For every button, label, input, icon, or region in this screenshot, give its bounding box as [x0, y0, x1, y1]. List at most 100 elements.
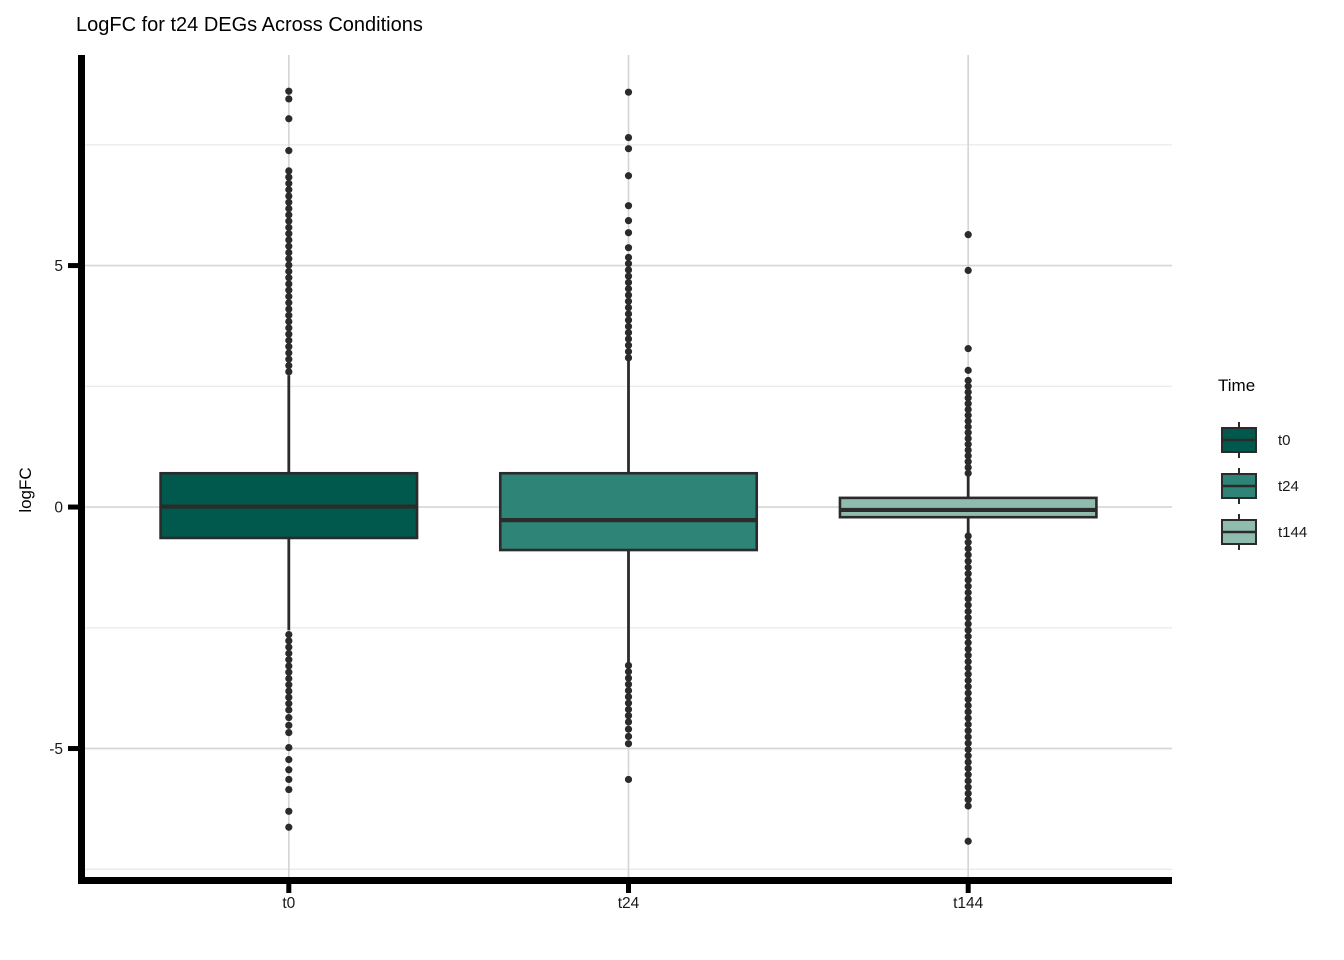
outlier-point [624, 145, 633, 153]
outlier-point [964, 429, 972, 437]
outlier-point [964, 405, 972, 414]
outlier-point [624, 266, 633, 274]
outlier-point [964, 752, 972, 760]
outlier-point [964, 676, 972, 685]
outlier-point [285, 217, 293, 225]
outlier-point [624, 278, 633, 287]
outlier-point [624, 285, 633, 293]
outlier-point [624, 329, 633, 337]
boxplot-key-icon [1221, 514, 1257, 550]
outlier-point [285, 361, 293, 370]
outlier-point [285, 179, 293, 188]
outlier-point [285, 721, 293, 729]
outlier-point [964, 626, 972, 634]
outlier-point [624, 88, 633, 96]
outlier-point [624, 732, 633, 741]
outlier-point [624, 202, 633, 210]
outlier-point [285, 324, 293, 332]
outlier-point [964, 423, 972, 431]
legend-title: Time [1218, 376, 1256, 395]
outlier-point [624, 272, 633, 280]
outlier-point [964, 708, 972, 716]
outlier-point [964, 601, 972, 609]
outlier-point [964, 701, 972, 710]
outlier-point [964, 345, 972, 353]
outlier-point [964, 714, 972, 722]
outlier-point [964, 720, 972, 728]
outlier-point [285, 637, 293, 645]
outlier-point [964, 588, 972, 597]
outlier-point [964, 695, 972, 703]
outlier-point [964, 469, 972, 477]
outlier-point [285, 236, 293, 244]
outlier-point [285, 743, 293, 752]
outlier-point [964, 796, 972, 804]
outlier-point [285, 706, 293, 714]
outlier-point [624, 335, 633, 343]
outlier-point [624, 316, 633, 324]
box-t24 [498, 471, 759, 552]
outlier-point [964, 434, 972, 443]
outlier-point [964, 764, 972, 772]
outlier-point [285, 766, 293, 774]
outlier-point [964, 557, 972, 565]
outlier-point [624, 341, 633, 349]
outlier-point [624, 172, 633, 180]
outlier-point [964, 758, 972, 766]
outlier-point [285, 186, 293, 194]
outlier-point [285, 242, 293, 250]
outlier-point [964, 639, 972, 647]
x-tick-label: t144 [953, 895, 984, 912]
legend-label: t144 [1278, 523, 1308, 541]
outlier-point [285, 687, 293, 695]
outlier-point [964, 670, 972, 678]
outlier-point [285, 662, 293, 670]
x-tick-mark [965, 884, 971, 893]
outlier-point [285, 280, 293, 288]
outlier-point [285, 115, 293, 123]
legend-entry-t24: t24 [1218, 463, 1307, 509]
legend-entries: t0 t24 t144 [1218, 417, 1307, 555]
outlier-point [285, 728, 293, 737]
outlier-point [964, 576, 972, 584]
outlier-point [285, 649, 293, 657]
outlier-point [624, 725, 633, 733]
outlier-point [285, 775, 293, 784]
x-tick-label: t24 [618, 895, 640, 912]
outlier-point [964, 664, 972, 672]
legend-label: t24 [1278, 477, 1299, 495]
outlier-point [285, 198, 293, 206]
outlier-point [964, 388, 972, 396]
outlier-point [285, 286, 293, 294]
outlier-point [285, 305, 293, 313]
outlier-point [964, 802, 972, 810]
outlier-point [285, 255, 293, 263]
outlier-point [964, 683, 972, 691]
outlier-point [624, 699, 633, 707]
outlier-point [964, 463, 972, 472]
legend: Time t0 t24 [1218, 376, 1307, 555]
x-tick-mark [286, 884, 292, 893]
outlier-point [285, 343, 293, 351]
outlier-point [964, 789, 972, 798]
outlier-point [624, 322, 633, 331]
outlier-point [964, 544, 972, 553]
outlier-point [285, 95, 293, 103]
box-t144 [838, 496, 1098, 519]
outlier-point [964, 771, 972, 779]
outlier-point [624, 354, 633, 362]
outlier-point [285, 643, 293, 651]
outlier-point [285, 261, 293, 269]
outlier-point [285, 292, 293, 301]
outlier-point [624, 260, 633, 268]
outlier-point [285, 317, 293, 326]
outlier-point [285, 248, 293, 257]
outlier-point [964, 783, 972, 791]
outlier-point [285, 756, 293, 764]
y-tick-label: 5 [54, 258, 63, 275]
outlier-point [964, 563, 972, 572]
y-tick-mark [68, 746, 78, 752]
y-axis-line [78, 55, 85, 884]
y-tick-label: -5 [49, 741, 63, 758]
